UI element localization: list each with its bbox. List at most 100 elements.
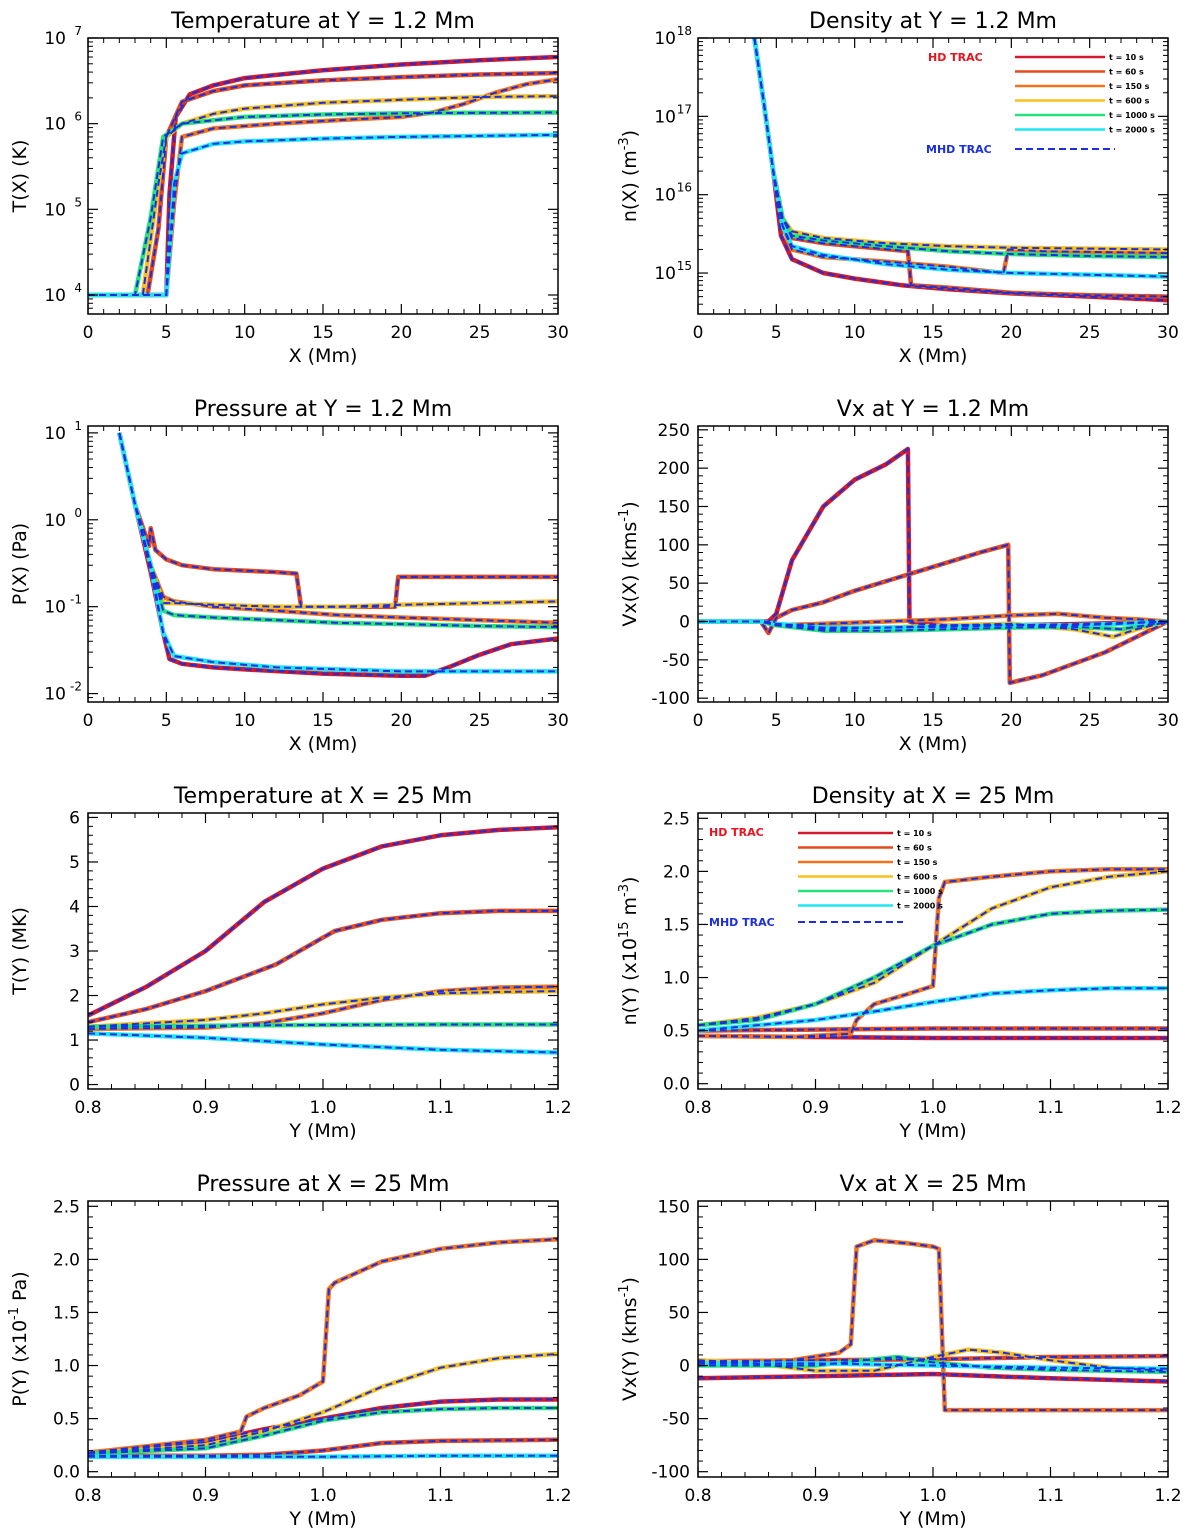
y-tick-label: 0.0 — [53, 1463, 80, 1483]
y-tick-label: -50 — [662, 651, 690, 671]
x-tick-label: 1.1 — [1037, 1486, 1064, 1506]
y-tick-label: 50 — [668, 1303, 690, 1323]
x-tick-label: 20 — [391, 711, 413, 731]
y-tick-exponent: 16 — [677, 181, 692, 195]
panel-5: Temperature at X = 25 Mm 0.8 0.9 1.0 1.1 1.2 0… — [9, 784, 572, 1142]
series-line-mhd — [118, 432, 558, 608]
y-tick-exponent: 15 — [677, 259, 692, 273]
legend-entry-label: t = 10 s — [1109, 53, 1144, 62]
x-tick-label: 5 — [161, 711, 172, 731]
plot-frame — [697, 812, 1169, 1090]
legend: HD TRAC t = 10 s t = 60 s t = 150 s t = 600 … — [709, 826, 943, 929]
series-line-hd — [698, 1238, 1168, 1413]
y-tick-label: 1.5 — [663, 915, 690, 935]
x-tick-label: 10 — [844, 323, 866, 343]
y-tick-label: 2.5 — [53, 1197, 80, 1217]
x-tick-label: 25 — [469, 323, 491, 343]
plot-frame — [697, 1200, 1169, 1478]
y-tick-label: 10 — [654, 186, 676, 206]
y-tick-label: 2.0 — [53, 1250, 80, 1270]
series-line-mhd — [88, 72, 558, 296]
y-tick-label: -100 — [651, 689, 690, 709]
series-line-mhd — [698, 543, 1168, 685]
y-tick-label: 5 — [69, 853, 80, 873]
series-line-mhd — [88, 1023, 558, 1028]
x-tick-label: 1.2 — [1154, 1486, 1181, 1506]
x-tick-label: 0.9 — [192, 1098, 219, 1118]
x-tick-label: 30 — [547, 711, 569, 731]
x-tick-label: 1.0 — [309, 1486, 336, 1506]
y-tick-label: 10 — [44, 29, 66, 49]
series-line-mhd — [88, 985, 558, 1030]
panel-title: Pressure at X = 25 Mm — [197, 1172, 450, 1197]
y-tick-exponent: -2 — [70, 680, 82, 694]
series-line-mhd — [118, 432, 558, 608]
legend: HD TRAC t = 10 s t = 60 s t = 150 s t = 600 … — [926, 51, 1155, 156]
x-tick-label: 0 — [693, 711, 704, 731]
series-line-mhd — [698, 987, 1168, 1032]
legend-entry-label: t = 2000 s — [897, 902, 943, 911]
series-line-mhd — [698, 870, 1168, 1027]
y-tick-exponent: 1 — [74, 419, 82, 433]
legend-hd-label: HD TRAC — [928, 51, 983, 64]
panel-8: Vx at X = 25 Mm 0.8 0.9 1.0 1.1 1.2 -100 -50 0 50… — [617, 1172, 1182, 1530]
y-tick-label: 200 — [658, 459, 690, 479]
y-tick-label: 100 — [658, 536, 690, 556]
y-tick-label: 2 — [69, 987, 80, 1007]
series-line-hd — [117, 432, 558, 626]
series-line-mhd — [88, 909, 558, 1024]
y-tick-label: 10 — [654, 29, 676, 49]
x-axis-label: Y (Mm) — [288, 1508, 356, 1530]
series-line-mhd — [88, 133, 558, 296]
y-tick-exponent: 18 — [677, 24, 692, 38]
series-line-mhd — [698, 908, 1168, 1027]
y-tick-exponent: 7 — [74, 24, 82, 38]
series-line-mhd — [698, 612, 1168, 627]
x-tick-label: 1.1 — [427, 1098, 454, 1118]
y-tick-label: 0.0 — [663, 1075, 690, 1095]
y-tick-label: 10 — [44, 511, 66, 531]
panel-6: Density at X = 25 Mm 0.8 0.9 1.0 1.1 1.2 0.0 0.… — [617, 784, 1182, 1142]
legend-entry-label: t = 150 s — [1109, 82, 1150, 91]
legend-entry-label: t = 60 s — [897, 844, 932, 853]
series-line-mhd — [118, 432, 558, 629]
x-axis-label: Y (Mm) — [898, 1120, 966, 1142]
series-line-mhd — [88, 1352, 558, 1455]
y-tick-label: 1.0 — [663, 969, 690, 989]
series-line-mhd — [698, 1239, 1168, 1412]
panel-title: Vx at Y = 1.2 Mm — [837, 397, 1029, 422]
legend-entry-label: t = 2000 s — [1109, 126, 1155, 135]
y-tick-label: 0.5 — [663, 1022, 690, 1042]
series-line-mhd — [88, 1438, 558, 1457]
legend-entry-label: t = 1000 s — [1109, 111, 1155, 120]
x-tick-label: 0 — [83, 711, 94, 731]
x-tick-label: 0.9 — [192, 1486, 219, 1506]
y-tick-label: -100 — [651, 1463, 690, 1483]
x-tick-label: 5 — [771, 711, 782, 731]
panel-title: Temperature at Y = 1.2 Mm — [170, 9, 475, 34]
series-line-hd — [117, 432, 558, 674]
series-line-mhd — [698, 1362, 1168, 1370]
panel-title: Pressure at Y = 1.2 Mm — [194, 397, 452, 422]
legend-entry-label: t = 600 s — [1109, 97, 1150, 106]
x-axis-label: X (Mm) — [899, 733, 968, 755]
series-line-hd — [88, 93, 558, 298]
y-axis-label: n(Y) (x1015 m-3) — [617, 877, 641, 1026]
y-tick-label: 0.5 — [53, 1410, 80, 1430]
x-axis-label: Y (Mm) — [288, 1120, 356, 1142]
series-line-mhd — [118, 432, 558, 673]
y-tick-label: 6 — [69, 808, 80, 828]
x-tick-label: 1.2 — [544, 1486, 571, 1506]
y-tick-exponent: 0 — [74, 506, 82, 520]
y-tick-exponent: 4 — [74, 281, 82, 295]
panel-1: Temperature at Y = 1.2 Mm 0 5 10 15 20 25 30 10 4… — [9, 9, 569, 367]
x-tick-label: 30 — [1157, 711, 1179, 731]
y-tick-label: 250 — [658, 421, 690, 441]
plot-frame — [697, 425, 1169, 703]
x-tick-label: 1.2 — [544, 1098, 571, 1118]
x-tick-label: 1.2 — [1154, 1098, 1181, 1118]
legend-entry-label: t = 60 s — [1109, 68, 1144, 77]
x-tick-label: 1.0 — [309, 1098, 336, 1118]
x-axis-label: X (Mm) — [289, 345, 358, 367]
